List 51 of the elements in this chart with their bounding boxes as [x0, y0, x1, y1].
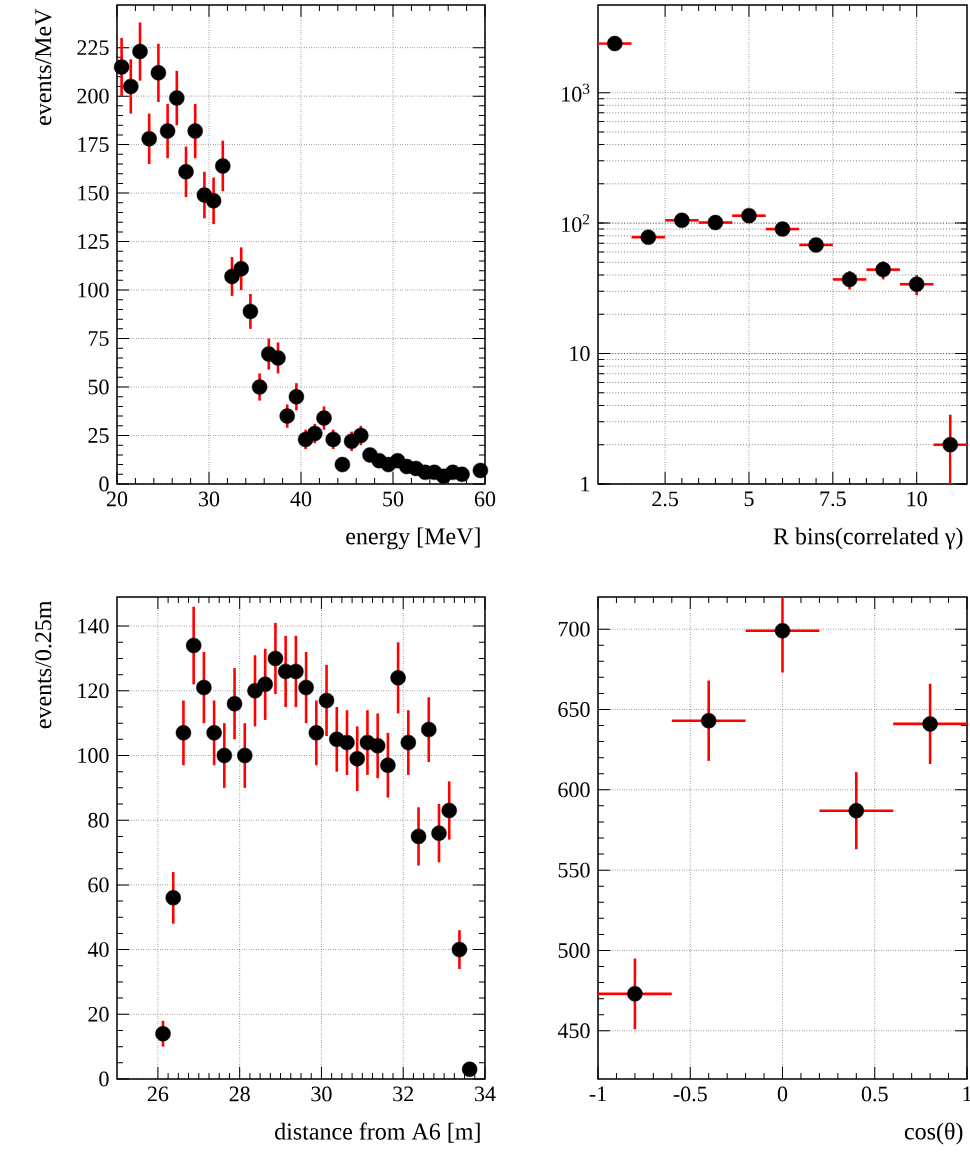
x-tick-label: 50 — [383, 491, 404, 507]
y-tick-label: 450 — [557, 1023, 590, 1039]
x-tick-label: 26 — [147, 1086, 169, 1102]
x-tick-label: 30 — [199, 491, 220, 507]
y-tick-label: 100 — [78, 748, 109, 763]
x-tick-label: 40 — [290, 491, 312, 507]
y-tick-label: 40 — [87, 942, 109, 958]
y-tick-label: 10$^{3}$ — [562, 83, 590, 102]
y-tick-label: 60 — [88, 877, 109, 893]
y-tick-label: 500 — [558, 943, 590, 958]
x-axis-title: distance from A6 [m] — [275, 1122, 480, 1143]
x-tick-label: 0 — [777, 1086, 788, 1102]
y-tick-label: 80 — [88, 812, 109, 828]
x-axis-title: cos(θ) — [904, 1122, 963, 1145]
x-tick-label: 7.5 — [820, 491, 846, 507]
y-tick-label: 650 — [558, 702, 590, 717]
y-axis-title: events/0.25m — [35, 600, 52, 729]
x-tick-label: 10 — [907, 491, 927, 507]
y-tick-label: 100 — [78, 282, 109, 298]
x-tick-label: 30 — [311, 1086, 332, 1102]
y-axis-title: events/MeV — [35, 8, 52, 125]
x-tick-label: -1 — [589, 1086, 606, 1102]
x-tick-label: 60 — [474, 491, 496, 507]
y-tick-label: 225 — [77, 40, 109, 56]
y-tick-label: 550 — [558, 862, 590, 878]
y-tick-label: 140 — [78, 618, 109, 634]
y-tick-label: 0 — [99, 476, 109, 492]
x-axis-title: R bins(correlated γ) — [773, 527, 963, 550]
y-tick-label: 120 — [78, 683, 109, 699]
x-axis-title: energy [MeV] — [346, 527, 480, 550]
x-tick-label: 28 — [229, 1086, 250, 1102]
y-tick-label: 1 — [581, 476, 590, 492]
y-tick-label: 10 — [570, 346, 590, 361]
y-tick-label: 25 — [88, 428, 109, 443]
x-tick-label: 32 — [393, 1086, 413, 1102]
x-tick-label: 0.5 — [861, 1086, 888, 1102]
y-tick-label: 200 — [77, 88, 109, 104]
y-tick-label: 175 — [78, 137, 109, 152]
x-tick-label: -0.5 — [673, 1086, 707, 1102]
y-tick-label: 150 — [78, 185, 109, 201]
x-tick-label: 5 — [744, 491, 754, 507]
y-tick-label: 75 — [88, 331, 109, 346]
y-tick-label: 0 — [99, 1071, 109, 1087]
y-tick-label: 600 — [558, 782, 590, 798]
y-tick-label: 20 — [88, 1006, 109, 1022]
y-tick-label: 10$^{2}$ — [562, 214, 590, 233]
x-tick-label: 2.5 — [652, 491, 678, 507]
y-tick-label: 700 — [558, 621, 590, 637]
y-tick-label: 125 — [78, 234, 109, 249]
x-tick-label: 34 — [475, 1086, 496, 1102]
y-tick-label: 50 — [88, 379, 109, 395]
